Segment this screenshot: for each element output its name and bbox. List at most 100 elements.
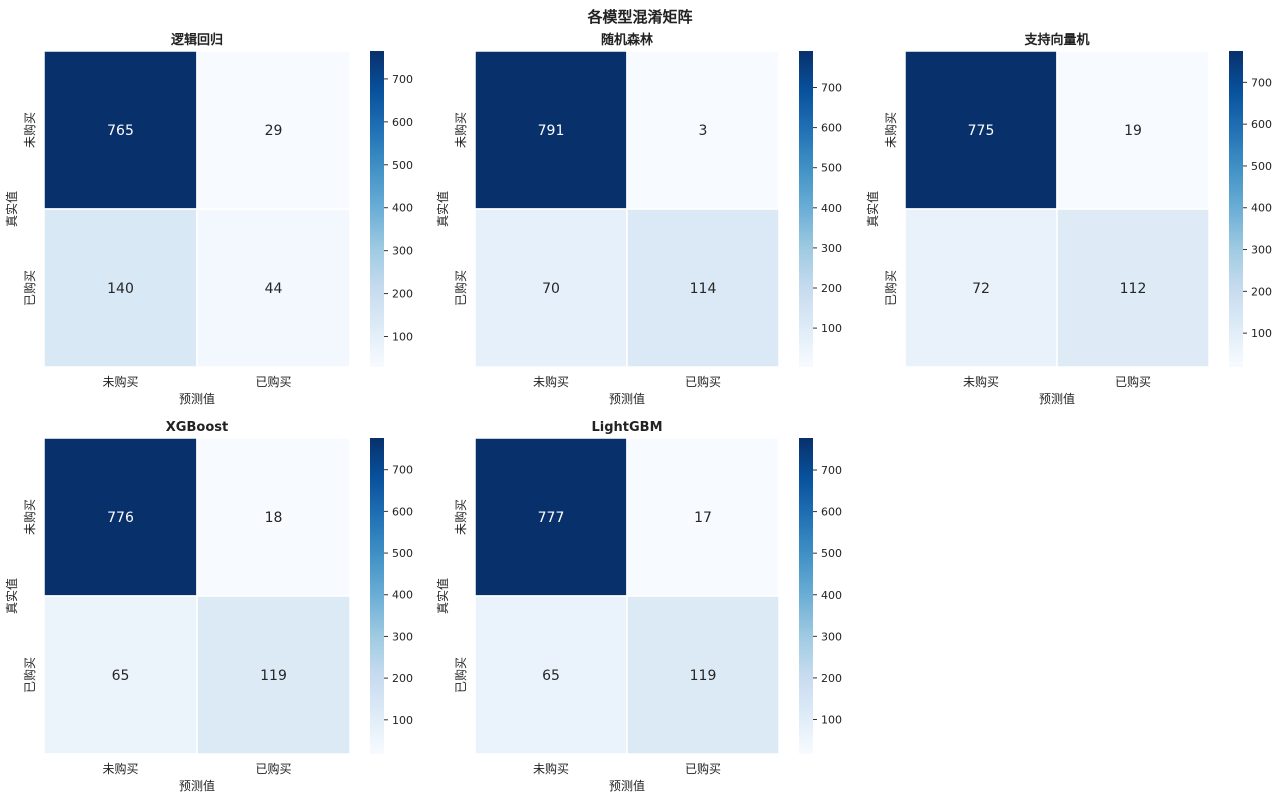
cell-value-label: 72 (972, 281, 990, 297)
y-tick-label: 已购买 (22, 657, 37, 693)
panel-title: 随机森林 (601, 32, 653, 48)
colorbar-tick-label: 400 (1251, 202, 1272, 215)
y-tick-label: 未购买 (453, 112, 468, 148)
colorbar-tick-label: 300 (392, 245, 413, 258)
cell-value-label: 119 (260, 668, 287, 684)
panel-title: 逻辑回归 (171, 32, 223, 48)
heatmap-cell (196, 595, 351, 755)
panel-title: XGBoost (166, 420, 228, 435)
y-axis-label: 真实值 (4, 191, 19, 227)
colorbar-tick-label: 600 (1251, 118, 1272, 131)
colorbar-tick-label: 700 (821, 81, 842, 94)
colorbar-tick-label: 700 (821, 464, 842, 477)
x-tick-label: 未购买 (102, 374, 138, 389)
y-axis-label: 真实值 (865, 191, 880, 227)
heatmap-cell (43, 595, 198, 755)
cell-value-label: 765 (107, 123, 134, 139)
heatmap-cell (626, 595, 780, 755)
x-axis-label: 预测值 (179, 778, 215, 793)
y-axis-label: 真实值 (435, 191, 450, 227)
y-tick-label: 未购买 (883, 112, 898, 148)
panel-title: LightGBM (591, 420, 662, 435)
heatmap-cell (1056, 208, 1210, 368)
cell-value-label: 140 (107, 281, 134, 297)
heatmap-cell (196, 50, 351, 210)
cell-value-label: 65 (542, 668, 560, 684)
colorbar-tick-label: 500 (392, 159, 413, 172)
colorbar-tick-label: 700 (392, 464, 413, 477)
panel-title: 支持向量机 (1023, 32, 1089, 48)
y-tick-label: 已购买 (883, 270, 898, 306)
cell-value-label: 119 (690, 668, 717, 684)
cell-value-label: 70 (542, 281, 560, 297)
heatmap-cell (43, 50, 198, 210)
heatmap-cell (626, 208, 780, 368)
cell-value-label: 18 (265, 510, 283, 526)
colorbar-tick-label: 100 (1251, 327, 1272, 340)
x-tick-label: 已购买 (1115, 374, 1151, 389)
colorbar-tick-label: 400 (392, 202, 413, 215)
colorbar-tick-label: 300 (821, 630, 842, 643)
colorbar-tick-label: 200 (392, 288, 413, 301)
x-tick-label: 未购买 (533, 374, 569, 389)
cell-value-label: 17 (694, 510, 712, 526)
colorbar-tick-label: 100 (392, 331, 413, 344)
heatmap-cell (196, 208, 351, 368)
colorbar (370, 51, 384, 367)
x-axis-label: 预测值 (609, 391, 645, 406)
colorbar-tick-label: 200 (821, 282, 842, 295)
colorbar-tick-label: 600 (821, 506, 842, 519)
x-tick-label: 已购买 (685, 761, 721, 776)
heatmap-cell (904, 208, 1058, 368)
heatmap-cell (196, 437, 351, 597)
x-tick-label: 已购买 (255, 761, 291, 776)
x-tick-label: 未购买 (533, 761, 569, 776)
y-tick-label: 未购买 (22, 499, 37, 535)
heatmap-cell (904, 50, 1058, 210)
heatmap-cell (43, 208, 198, 368)
y-tick-label: 已购买 (22, 270, 37, 306)
heatmap-cell (474, 437, 628, 597)
colorbar-tick-label: 400 (392, 589, 413, 602)
colorbar-tick-label: 600 (821, 122, 842, 135)
colorbar-tick-label: 500 (821, 547, 842, 560)
cell-value-label: 112 (1120, 281, 1147, 297)
colorbar-tick-label: 200 (821, 672, 842, 685)
colorbar (799, 438, 813, 754)
colorbar-tick-label: 400 (821, 589, 842, 602)
cell-value-label: 791 (538, 123, 565, 139)
heatmap-cell (626, 437, 780, 597)
colorbar-tick-label: 500 (821, 162, 842, 175)
y-axis-label: 真实值 (435, 578, 450, 614)
heatmap-cell (43, 437, 198, 597)
y-tick-label: 未购买 (453, 499, 468, 535)
colorbar-tick-label: 500 (392, 547, 413, 560)
cell-value-label: 114 (690, 281, 717, 297)
cell-value-label: 777 (538, 510, 565, 526)
figure-title: 各模型混淆矩阵 (586, 8, 692, 26)
cell-value-label: 775 (968, 123, 995, 139)
x-tick-label: 已购买 (685, 374, 721, 389)
cell-value-label: 776 (107, 510, 134, 526)
x-tick-label: 未购买 (963, 374, 999, 389)
x-axis-label: 预测值 (1039, 391, 1075, 406)
colorbar (1229, 51, 1243, 367)
colorbar-tick-label: 300 (1251, 244, 1272, 257)
cell-value-label: 19 (1124, 123, 1142, 139)
colorbar-tick-label: 300 (392, 630, 413, 643)
colorbar-tick-label: 100 (392, 714, 413, 727)
colorbar-tick-label: 600 (392, 116, 413, 129)
y-tick-label: 已购买 (453, 657, 468, 693)
colorbar-tick-label: 200 (392, 672, 413, 685)
heatmap-cell (626, 50, 780, 210)
colorbar-tick-label: 700 (1251, 76, 1272, 89)
x-axis-label: 预测值 (609, 778, 645, 793)
colorbar-tick-label: 100 (821, 322, 842, 335)
colorbar-tick-label: 400 (821, 202, 842, 215)
colorbar-tick-label: 700 (392, 73, 413, 86)
colorbar-tick-label: 500 (1251, 160, 1272, 173)
